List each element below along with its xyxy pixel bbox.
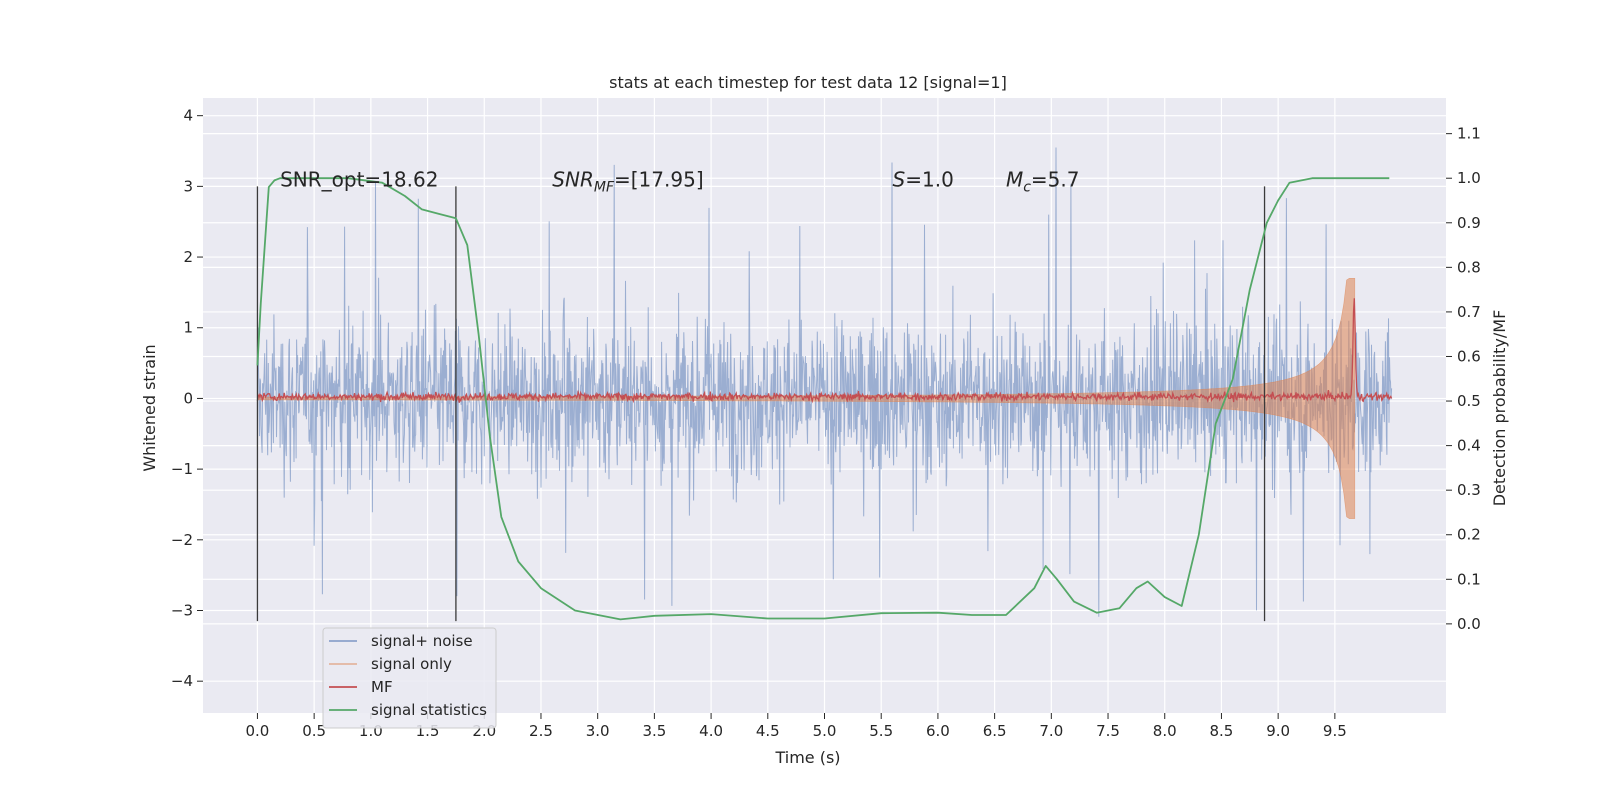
x-tick-label: 6.0	[926, 722, 950, 740]
x-tick-label: 8.0	[1153, 722, 1177, 740]
annotations: SNR_opt=18.62 SNRMF=[17.95] S=1.0 Mc=5.7	[280, 167, 1079, 195]
annotation-symbol: S	[893, 167, 906, 191]
x-tick-label: 3.0	[586, 722, 610, 740]
y2-tick-label: 0.3	[1457, 481, 1481, 499]
legend-label: signal only	[371, 655, 452, 673]
signal-statistics-line	[256, 177, 1390, 621]
y-tick-label: 2	[183, 248, 193, 266]
x-tick-label: 8.5	[1210, 722, 1234, 740]
y-tick-label: 3	[183, 177, 193, 195]
y2-tick-label: 0.5	[1457, 392, 1481, 410]
y2-tick-label: 0.9	[1457, 214, 1481, 232]
x-tick-label: 7.0	[1039, 722, 1063, 740]
y-tick-label: 0	[183, 389, 193, 407]
legend: signal+ noise signal only MF signal statist…	[322, 627, 497, 729]
y2-tick-label: 0.4	[1457, 437, 1481, 455]
x-tick-label: 7.5	[1096, 722, 1120, 740]
x-tick-label: 6.5	[983, 722, 1007, 740]
legend-label: signal statistics	[371, 701, 487, 719]
mf-series	[256, 298, 1393, 404]
x-axis-label: Time (s)	[774, 748, 840, 767]
y2-tick-label: 0.2	[1457, 526, 1481, 544]
annotation: SNR_opt=18.62	[280, 167, 438, 191]
y2-tick-label: 1.1	[1457, 125, 1481, 143]
legend-label: signal+ noise	[371, 632, 473, 650]
y-tick-label: −4	[171, 672, 193, 690]
annotation-symbol: SNR	[552, 167, 594, 191]
x-tick-label: 9.0	[1266, 722, 1290, 740]
x-axis-ticks: 0.0 0.5 1.0 1.5 2.0 2.5 3.0 3.5 4.0 4.5 5.0 5.5 6.0 6…	[246, 713, 1347, 740]
y2-axis-label: Detection probability/MF	[1490, 310, 1509, 507]
annotation: SNRMF=[17.95]	[552, 167, 703, 195]
vertical-markers	[256, 186, 1266, 622]
annotation: Mc=5.7	[1006, 167, 1080, 195]
x-tick-label: 2.5	[529, 722, 553, 740]
signal-statistics-series	[256, 177, 1390, 621]
x-tick-label: 3.5	[642, 722, 666, 740]
y-tick-label: 4	[183, 107, 193, 125]
y2-tick-label: 1.0	[1457, 169, 1481, 187]
annotation: S=1.0	[893, 167, 954, 191]
annotation-value: =[17.95]	[614, 167, 704, 191]
x-tick-label: 5.5	[869, 722, 893, 740]
x-tick-label: 4.5	[756, 722, 780, 740]
mf-line	[256, 298, 1393, 404]
x-tick-label: 0.0	[246, 722, 270, 740]
legend-label: MF	[371, 678, 393, 696]
annotation-subscript: MF	[594, 179, 615, 195]
y2-tick-label: 0.7	[1457, 303, 1481, 321]
annotation-value: =5.7	[1031, 167, 1080, 191]
y2-tick-label: 0.8	[1457, 258, 1481, 276]
y-tick-label: −3	[171, 602, 193, 620]
y2-tick-label: 0.6	[1457, 347, 1481, 365]
y-tick-label: −1	[171, 460, 193, 478]
y-tick-label: −2	[171, 531, 193, 549]
x-tick-label: 5.0	[813, 722, 837, 740]
annotation-symbol: M	[1006, 167, 1023, 191]
y-tick-label: 1	[183, 319, 193, 337]
y2-tick-label: 0.0	[1457, 615, 1481, 633]
y-axis-ticks: −4 −3 −2 −1 0 1 2 3 4	[171, 107, 203, 690]
chart-title: stats at each timestep for test data 12 …	[609, 73, 1007, 92]
y2-axis-ticks: 0.0 0.1 0.2 0.3 0.4 0.5 0.6 0.7 0.8 0.9 1.0 1.1	[1446, 125, 1481, 633]
annotation-value: =1.0	[905, 167, 954, 191]
annotation-subscript: c	[1023, 179, 1031, 195]
x-tick-label: 4.0	[699, 722, 723, 740]
y-axis-label: Whitened strain	[140, 344, 159, 471]
x-tick-label: 9.5	[1323, 722, 1347, 740]
legend-box	[322, 627, 497, 729]
x-tick-label: 0.5	[302, 722, 326, 740]
y2-tick-label: 0.1	[1457, 570, 1481, 588]
